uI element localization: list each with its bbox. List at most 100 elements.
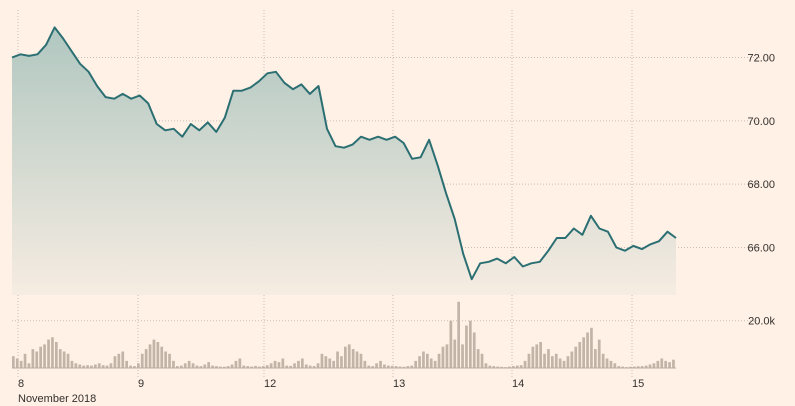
volume-bar bbox=[672, 359, 675, 368]
volume-tick-label: 20.0k bbox=[748, 316, 775, 328]
volume-bar bbox=[629, 366, 632, 368]
volume-bar bbox=[375, 363, 378, 368]
volume-bar bbox=[531, 346, 535, 368]
volume-bar bbox=[273, 360, 277, 368]
volume-bar bbox=[496, 366, 499, 368]
volume-bar bbox=[43, 344, 46, 368]
volume-bar bbox=[246, 366, 250, 368]
volume-bar bbox=[129, 365, 132, 368]
y-tick-label: 70.00 bbox=[747, 116, 775, 128]
volume-bar bbox=[457, 301, 460, 368]
volume-bar bbox=[78, 364, 82, 368]
x-tick-label: 8 bbox=[18, 378, 24, 390]
volume-bar bbox=[488, 365, 492, 368]
volume-bar bbox=[613, 363, 617, 368]
volume-bar bbox=[187, 360, 191, 368]
volume-bar bbox=[215, 366, 218, 368]
volume-bar bbox=[219, 366, 222, 368]
volume-bar bbox=[168, 353, 171, 368]
volume-bar bbox=[15, 358, 19, 368]
volume-bar bbox=[465, 325, 468, 368]
y-tick-label: 72.00 bbox=[747, 53, 775, 65]
volume-bar bbox=[422, 351, 425, 368]
volume-bar bbox=[51, 337, 54, 368]
volume-bar bbox=[308, 365, 312, 368]
volume-bar bbox=[121, 351, 125, 368]
volume-bar bbox=[39, 346, 42, 368]
volume-bar bbox=[512, 366, 515, 368]
volume-bar bbox=[238, 358, 242, 368]
volume-bar bbox=[437, 353, 441, 368]
volume-bar bbox=[574, 346, 578, 368]
volume-bar bbox=[652, 363, 656, 368]
volume-bar bbox=[94, 364, 97, 368]
volume-bar bbox=[258, 366, 261, 368]
volume-bar bbox=[242, 365, 246, 368]
price-area-fill bbox=[12, 27, 676, 296]
x-axis-ticks: 8 9 12 13 14 15 bbox=[18, 378, 644, 390]
volume-bar bbox=[344, 346, 347, 368]
x-axis-label: November 2018 bbox=[18, 393, 96, 405]
volume-bar bbox=[148, 344, 152, 368]
volume-bar bbox=[222, 366, 226, 368]
volume-bar bbox=[476, 349, 480, 368]
volume-bar bbox=[515, 365, 519, 368]
volume-bar bbox=[621, 366, 624, 368]
volume-bar bbox=[234, 360, 238, 368]
volume-bar bbox=[453, 339, 457, 368]
volume-bar bbox=[609, 360, 613, 368]
volume-bar bbox=[19, 360, 23, 368]
volume-bar bbox=[562, 360, 566, 368]
volume-bar bbox=[590, 327, 593, 368]
volume-bar bbox=[445, 344, 449, 368]
volume-bar bbox=[508, 366, 511, 368]
volume-bar bbox=[12, 356, 15, 368]
volume-bar bbox=[371, 366, 374, 368]
volume-bar bbox=[160, 346, 164, 368]
volume-bar bbox=[58, 349, 62, 368]
volume-bar bbox=[551, 356, 554, 368]
volume-bar bbox=[648, 364, 652, 368]
volume-bar bbox=[74, 363, 78, 368]
volume-bar bbox=[547, 349, 550, 368]
volume-bar bbox=[363, 360, 367, 368]
volume-bar bbox=[383, 364, 386, 368]
volume-bar bbox=[70, 360, 74, 368]
volume-bar bbox=[426, 353, 429, 368]
volume-bar bbox=[660, 358, 664, 368]
volume-bar bbox=[484, 363, 488, 368]
volume-bar bbox=[554, 353, 558, 368]
volume-bar bbox=[336, 351, 339, 368]
volume-bar bbox=[570, 351, 574, 368]
volume-bar bbox=[31, 349, 35, 368]
volume-bar bbox=[133, 366, 136, 368]
volume-bar bbox=[441, 346, 445, 368]
volume-bar bbox=[605, 358, 609, 368]
volume-bar bbox=[62, 351, 66, 368]
volume-bar bbox=[355, 351, 359, 368]
volume-bar bbox=[578, 342, 582, 368]
volume-bar bbox=[207, 362, 210, 368]
volume-bar bbox=[664, 360, 667, 368]
volume-bar bbox=[410, 365, 414, 368]
volume-bar bbox=[55, 342, 58, 368]
volume-bar bbox=[312, 366, 316, 368]
volume-bar bbox=[105, 365, 109, 368]
volume-bar bbox=[97, 363, 101, 368]
volume-bar bbox=[230, 364, 234, 368]
volume-bar bbox=[125, 360, 128, 368]
volume-bar bbox=[23, 353, 27, 368]
volume-bar bbox=[265, 365, 269, 368]
x-tick-label: 13 bbox=[393, 378, 405, 390]
volume-bar bbox=[297, 360, 300, 368]
x-tick-label: 14 bbox=[512, 378, 524, 390]
volume-bar bbox=[539, 342, 542, 368]
volume-bar bbox=[558, 358, 562, 368]
volume-bar bbox=[472, 332, 476, 368]
volume-bar bbox=[379, 360, 382, 368]
volume-bar bbox=[101, 365, 105, 368]
volume-bar bbox=[387, 365, 390, 368]
volume-bar bbox=[66, 353, 70, 368]
volume-bar bbox=[519, 365, 523, 368]
volume-bar bbox=[414, 360, 417, 368]
